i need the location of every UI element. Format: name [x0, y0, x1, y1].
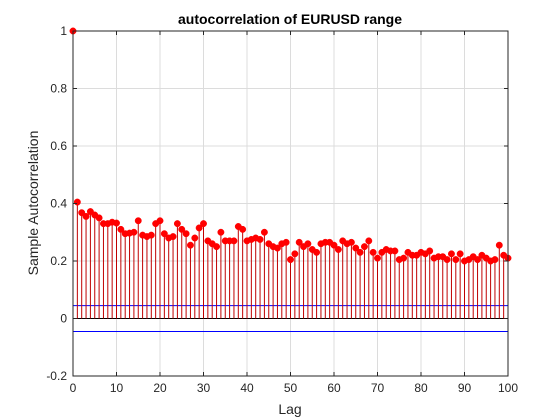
- acf-point: [474, 256, 481, 264]
- acf-point: [217, 228, 225, 236]
- y-tick-label: 0: [60, 312, 67, 326]
- acf-point: [230, 237, 238, 245]
- y-axis-label: Sample Autocorrelation: [25, 131, 41, 276]
- chart-title: autocorrelation of EURUSD range: [178, 11, 402, 27]
- acf-point: [448, 250, 455, 258]
- x-tick-label: 80: [414, 381, 428, 395]
- acf-point: [287, 256, 294, 264]
- acf-point: [352, 244, 360, 252]
- acf-point: [182, 230, 190, 238]
- acf-point: [443, 256, 451, 264]
- x-tick-label: 20: [153, 381, 167, 395]
- acf-point: [495, 241, 503, 249]
- acf-point: [78, 209, 86, 217]
- acf-point: [239, 225, 247, 233]
- acf-point: [452, 256, 460, 264]
- acf-point: [260, 228, 268, 236]
- acf-point: [291, 250, 299, 258]
- acf-point: [200, 220, 207, 228]
- acf-point: [347, 238, 355, 246]
- acf-point: [374, 254, 381, 262]
- acf-point: [187, 241, 194, 249]
- acf-point: [369, 248, 377, 256]
- acf-point: [156, 217, 164, 225]
- x-axis-label: Lag: [278, 401, 301, 417]
- x-tick-label: 10: [110, 381, 124, 395]
- acf-point: [313, 248, 321, 256]
- acf-stems: [72, 31, 509, 319]
- x-tick-label: 50: [284, 381, 298, 395]
- acf-point: [173, 220, 181, 228]
- acf-point: [356, 248, 364, 256]
- acf-point: [391, 247, 399, 255]
- acf-point: [113, 219, 120, 227]
- y-tick-label: 0.8: [50, 82, 67, 96]
- y-tick-label: 0.4: [50, 197, 67, 211]
- x-tick-label: 100: [498, 381, 518, 395]
- acf-point: [426, 247, 434, 255]
- acf-point: [213, 243, 221, 251]
- acf-point: [365, 237, 373, 245]
- acf-point: [361, 243, 368, 251]
- x-tick-label: 70: [371, 381, 385, 395]
- y-tick-label: 1: [60, 24, 67, 38]
- x-tick-label: 0: [70, 381, 77, 395]
- acf-point: [304, 240, 312, 248]
- acf-point: [191, 234, 199, 242]
- acf-point: [274, 244, 281, 252]
- acf-point: [256, 235, 264, 243]
- acf-point: [160, 230, 168, 238]
- acf-point: [82, 212, 90, 220]
- acf-point: [134, 217, 142, 225]
- acf-point: [169, 233, 177, 241]
- acf-point: [334, 246, 342, 253]
- acf-point: [456, 250, 464, 258]
- acf-point: [491, 256, 499, 264]
- acf-point: [330, 241, 338, 249]
- acf-point: [400, 254, 408, 262]
- acf-point: [130, 228, 138, 236]
- acf-point: [73, 198, 81, 206]
- y-tick-label: 0.2: [50, 254, 67, 268]
- x-tick-label: 90: [458, 381, 472, 395]
- y-tick-label: -0.2: [46, 369, 67, 383]
- acf-markers: [69, 27, 512, 265]
- axis-ticks: 0 10 20 30 40 50 60 70 80 90 100-0.200.20.40.60.81: [46, 24, 518, 395]
- x-tick-label: 30: [197, 381, 211, 395]
- acf-point: [282, 238, 290, 246]
- acf-point: [117, 225, 125, 233]
- acf-point: [147, 231, 155, 239]
- acf-point: [178, 225, 186, 233]
- y-tick-label: 0.6: [50, 139, 67, 153]
- acf-point: [295, 238, 303, 246]
- acf-point: [195, 224, 203, 232]
- x-tick-label: 40: [240, 381, 254, 395]
- acf-point: [95, 214, 103, 222]
- x-tick-label: 60: [327, 381, 341, 395]
